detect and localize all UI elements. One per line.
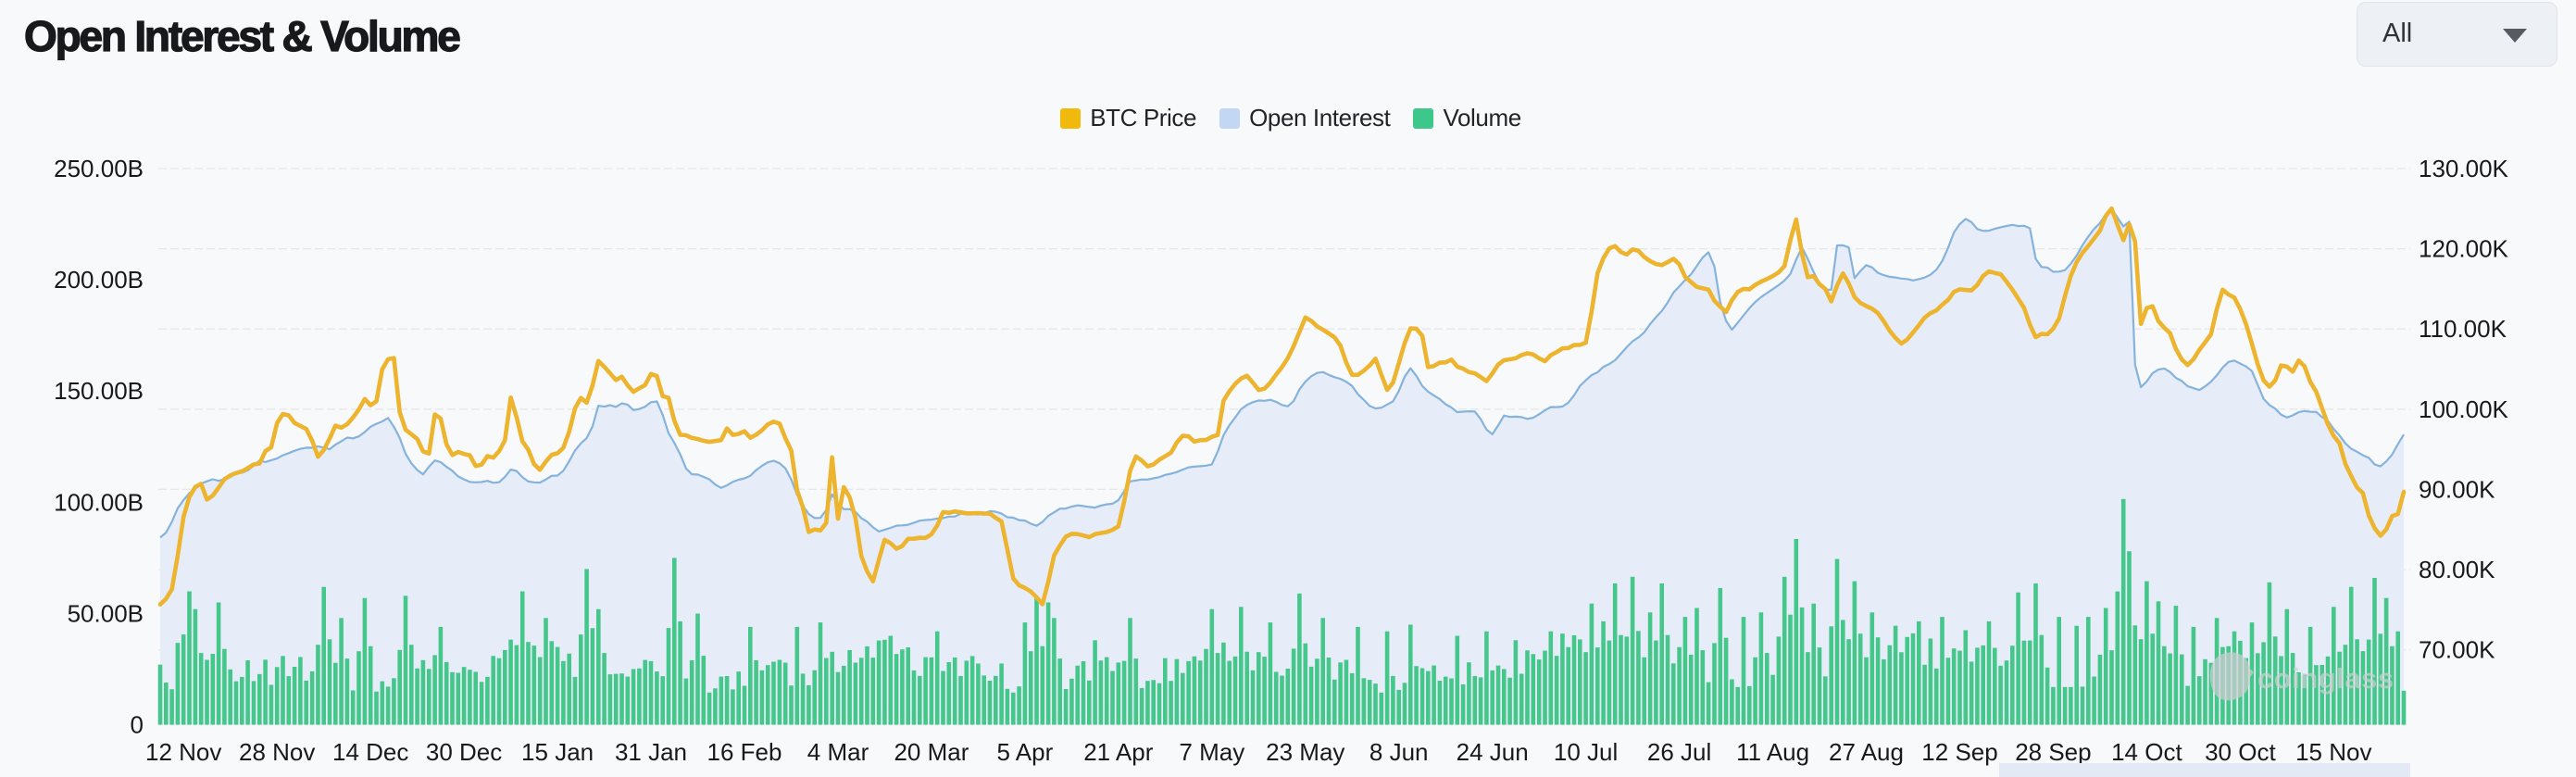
svg-text:26 Jul: 26 Jul (1647, 738, 1711, 766)
svg-text:24 Jun: 24 Jun (1457, 738, 1529, 766)
svg-text:110.00K: 110.00K (2419, 315, 2507, 343)
svg-text:coinglass: coinglass (2257, 662, 2395, 695)
svg-text:200.00B: 200.00B (54, 266, 144, 294)
svg-text:50.00B: 50.00B (68, 600, 144, 628)
svg-text:27 Aug: 27 Aug (1829, 738, 1904, 766)
svg-text:28 Nov: 28 Nov (239, 738, 315, 766)
svg-text:150.00B: 150.00B (54, 377, 144, 405)
svg-text:20 Mar: 20 Mar (894, 738, 969, 766)
svg-text:14 Dec: 14 Dec (332, 738, 408, 766)
svg-text:90.00K: 90.00K (2419, 475, 2495, 503)
svg-text:8 Jun: 8 Jun (1369, 738, 1429, 766)
svg-text:0: 0 (131, 711, 144, 739)
svg-text:10 Jul: 10 Jul (1554, 738, 1618, 766)
svg-text:120.00K: 120.00K (2419, 235, 2509, 263)
svg-text:16 Feb: 16 Feb (707, 738, 782, 766)
svg-text:11 Aug: 11 Aug (1736, 738, 1809, 766)
svg-text:23 May: 23 May (1266, 738, 1344, 766)
svg-text:80.00K: 80.00K (2419, 556, 2495, 583)
svg-text:30 Dec: 30 Dec (426, 738, 502, 766)
svg-text:12 Nov: 12 Nov (145, 738, 221, 766)
svg-text:100.00K: 100.00K (2419, 395, 2509, 423)
svg-text:12 Sep: 12 Sep (1921, 738, 1997, 766)
svg-text:31 Jan: 31 Jan (615, 738, 687, 766)
svg-text:21 Apr: 21 Apr (1083, 738, 1154, 766)
svg-text:130.00K: 130.00K (2419, 155, 2509, 182)
svg-text:100.00B: 100.00B (54, 488, 144, 516)
svg-text:28 Sep: 28 Sep (2015, 738, 2091, 766)
svg-text:4 Mar: 4 Mar (807, 738, 869, 766)
svg-text:7 May: 7 May (1179, 738, 1244, 766)
svg-text:250.00B: 250.00B (54, 155, 144, 182)
svg-text:70.00K: 70.00K (2419, 636, 2495, 664)
svg-text:14 Oct: 14 Oct (2111, 738, 2182, 766)
svg-text:30 Oct: 30 Oct (2205, 738, 2276, 766)
svg-text:5 Apr: 5 Apr (997, 738, 1054, 766)
svg-text:15 Jan: 15 Jan (521, 738, 594, 766)
svg-text:15 Nov: 15 Nov (2295, 738, 2371, 766)
